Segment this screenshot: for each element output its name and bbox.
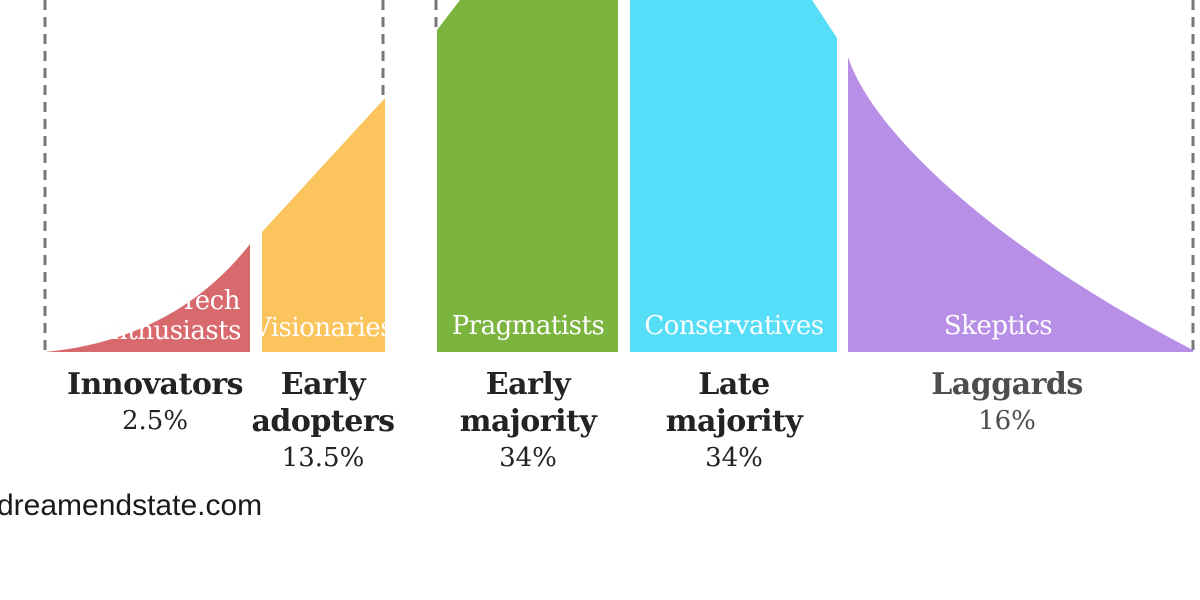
segment-name: Late majority [665, 367, 803, 439]
segment-name: Early majority [459, 367, 597, 439]
segment-late-majority-area [630, 0, 837, 352]
audience-label-tech-enthusiasts-line1: Tech [180, 286, 241, 316]
segment-label-innovators: Innovators 2.5% [35, 366, 275, 437]
segment-early-adopters-area [262, 98, 385, 352]
segment-early-majority-area [437, 0, 618, 352]
segment-label-late-majority: Late majority 34% [654, 366, 814, 474]
segment-percent: 34% [705, 443, 763, 473]
segment-name: Innovators [66, 367, 244, 402]
segment-name: Laggards [931, 367, 1083, 402]
segment-percent: 13.5% [281, 443, 365, 473]
segment-laggards-area [848, 57, 1193, 352]
segment-label-laggards: Laggards 16% [887, 366, 1127, 437]
audience-label-pragmatists: Pragmatists [452, 311, 605, 341]
segment-percent: 16% [978, 406, 1036, 436]
audience-label-tech-enthusiasts-line2: enthusiasts [96, 316, 241, 346]
segment-innovators-area [45, 244, 250, 352]
segment-percent: 2.5% [121, 406, 189, 436]
segment-percent: 34% [499, 443, 557, 473]
audience-label-conservatives: Conservatives [644, 311, 823, 341]
watermark-url: dreamendstate.com [0, 489, 263, 522]
segment-label-early-adopters: Early adopters 13.5% [243, 366, 403, 474]
segment-label-early-majority: Early majority 34% [448, 366, 608, 474]
segment-name: Early adopters [251, 367, 395, 439]
audience-label-skeptics: Skeptics [944, 311, 1052, 341]
audience-label-visionaries: Visionaries [252, 313, 393, 343]
